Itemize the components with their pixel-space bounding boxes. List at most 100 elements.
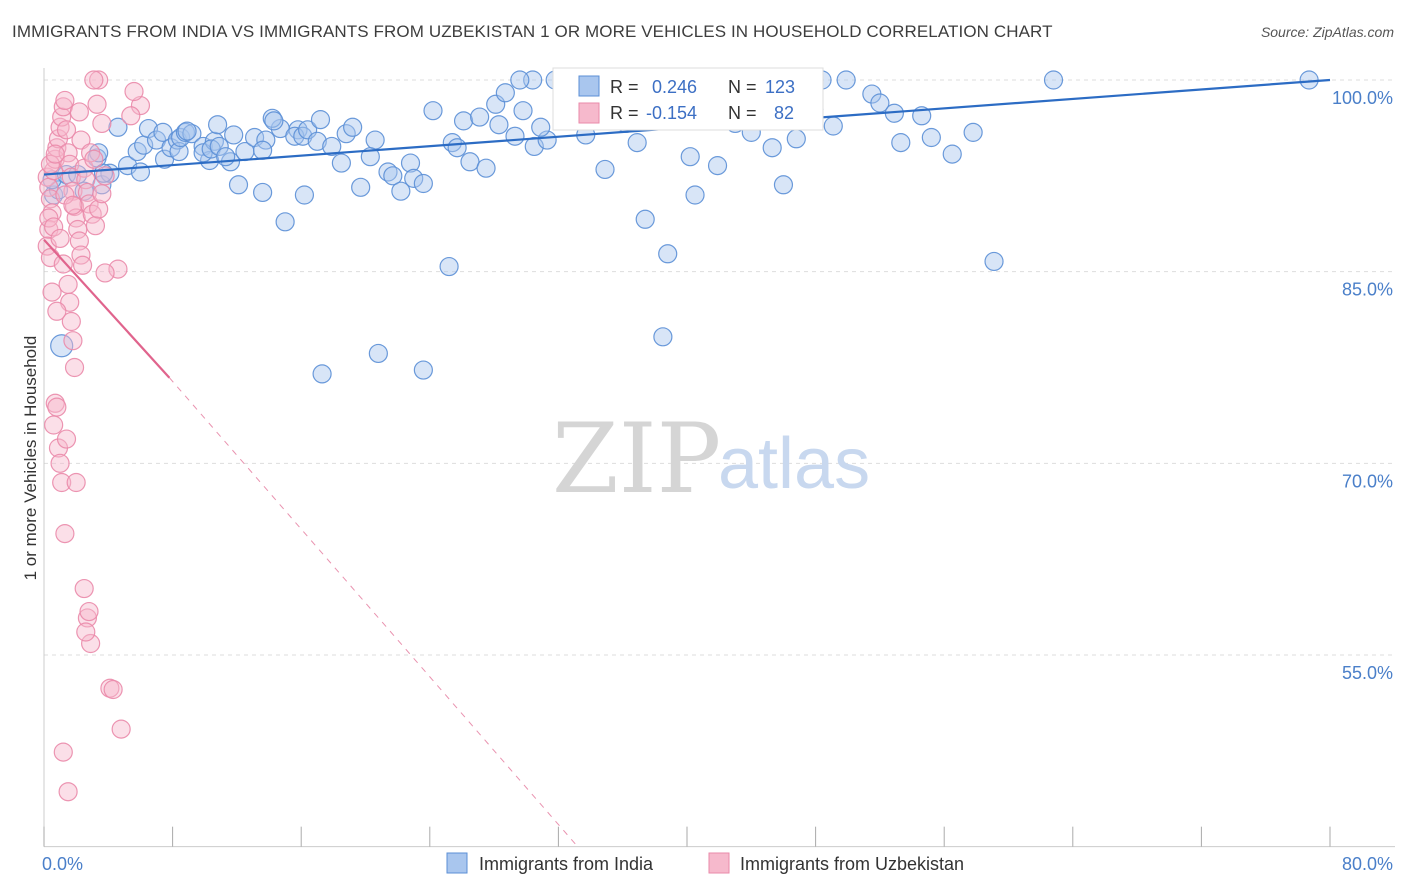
uzbekistan-point [69, 102, 89, 122]
india-point [404, 168, 424, 188]
x-tick-label-max: 80.0% [1342, 854, 1393, 874]
uzbekistan-point [103, 679, 123, 700]
uzbekistan-point [44, 217, 64, 237]
uzbekistan-point [55, 90, 75, 111]
india-point [453, 111, 474, 131]
india-point [984, 251, 1004, 272]
uzbekistan-point [84, 70, 104, 90]
india-point [413, 173, 433, 194]
x-tick-label-min: 0.0% [42, 854, 83, 874]
bottom-legend-uzbek-swatch [708, 852, 730, 874]
india-point [343, 117, 363, 137]
uzbekistan-point [55, 524, 75, 544]
india-point [470, 107, 490, 127]
india-point [531, 117, 551, 137]
source-credit: Source: ZipAtlas.com [1260, 24, 1394, 40]
uzbekistan-point [52, 107, 72, 127]
uzbekistan-point [92, 113, 112, 134]
legend-india-n-label: N = [728, 77, 757, 97]
bottom-legend-india-label: Immigrants from India [479, 854, 654, 874]
legend: R = 0.246 N = 123 R = -0.154 N = 82 [552, 67, 824, 131]
uzbekistan-point [87, 94, 107, 114]
india-point [130, 162, 151, 182]
uzbekistan-point [58, 274, 78, 295]
axes [43, 68, 1395, 848]
uzbekistan-point [66, 472, 86, 493]
india-point [169, 141, 189, 162]
india-point [294, 185, 315, 205]
uzbekistan-point [44, 415, 64, 435]
uzbekistan-point [64, 357, 85, 378]
legend-uzbek-r-label: R = [610, 103, 639, 123]
india-point [391, 181, 411, 201]
uzbekistan-point [108, 259, 128, 279]
india-point [310, 110, 331, 130]
uzbekistan-point [47, 301, 67, 321]
bottom-legend-india-swatch [446, 852, 468, 874]
india-point [653, 327, 673, 347]
uzbekistan-point [56, 429, 77, 449]
india-point [510, 70, 530, 90]
uzbekistan-point [82, 204, 102, 224]
uzbekistan-point [56, 120, 77, 140]
india-point [138, 118, 159, 139]
india-point [383, 166, 403, 186]
uzbekistan-point [124, 81, 144, 102]
uzbekistan-point [76, 622, 96, 642]
y-tick-label: 55.0% [1342, 663, 1393, 683]
india-point [891, 133, 911, 153]
india-point [658, 244, 678, 264]
uzbekistan-point [121, 106, 141, 126]
uzbekistan-point [50, 453, 70, 473]
uzbekistan-point [79, 601, 99, 622]
india-point [413, 360, 433, 380]
uzbekistan-point [74, 578, 94, 599]
india-point [228, 175, 249, 195]
india-point [707, 156, 728, 176]
india-point [368, 343, 388, 364]
india-point [685, 185, 705, 205]
uzbekistan-point [95, 263, 115, 283]
uzbekistan-point [71, 130, 91, 150]
uzbekistan-point [52, 472, 72, 493]
uzbekistan-point [42, 282, 62, 302]
india-point [762, 138, 782, 158]
india-point [331, 153, 351, 173]
india-point [836, 70, 856, 90]
y-tick-label: 85.0% [1342, 280, 1393, 300]
y-tick-label: 70.0% [1342, 471, 1393, 491]
uzbekistan-point [63, 331, 83, 351]
india-point [786, 129, 806, 149]
india-point [312, 364, 332, 384]
india-point [439, 256, 459, 277]
uzbekistan-trend-line [43, 238, 171, 379]
india-point [495, 83, 515, 103]
india-point [460, 152, 480, 172]
bottom-legend-uzbek-label: Immigrants from Uzbekistan [740, 854, 964, 874]
india-point [177, 121, 197, 141]
india-point [963, 122, 983, 142]
legend-india-r-value: 0.246 [652, 77, 697, 97]
uzbekistan-trend-extension [169, 377, 579, 847]
india-point [108, 117, 128, 137]
uzbekistan-point [47, 397, 67, 417]
uzbekistan-point [111, 719, 131, 739]
uzbekistan-point [79, 194, 99, 214]
legend-india-n-value: 123 [765, 77, 795, 97]
india-point [360, 147, 380, 167]
india-point [423, 101, 443, 121]
india-point [253, 182, 273, 203]
y-axis-label: 1 or more Vehicles in Household [21, 336, 40, 581]
watermark-atlas: atlas [718, 424, 870, 504]
uzbekistan-point [63, 195, 83, 215]
uzbekistan-point [71, 245, 91, 265]
india-point [513, 101, 533, 121]
india-point [489, 115, 509, 135]
india-point [256, 130, 276, 150]
india-point [680, 147, 700, 167]
uzbekistan-point [42, 203, 62, 223]
uzbekistan-point [92, 184, 112, 204]
y-tick-label: 100.0% [1332, 88, 1393, 108]
uzbekistan-point [40, 189, 61, 209]
